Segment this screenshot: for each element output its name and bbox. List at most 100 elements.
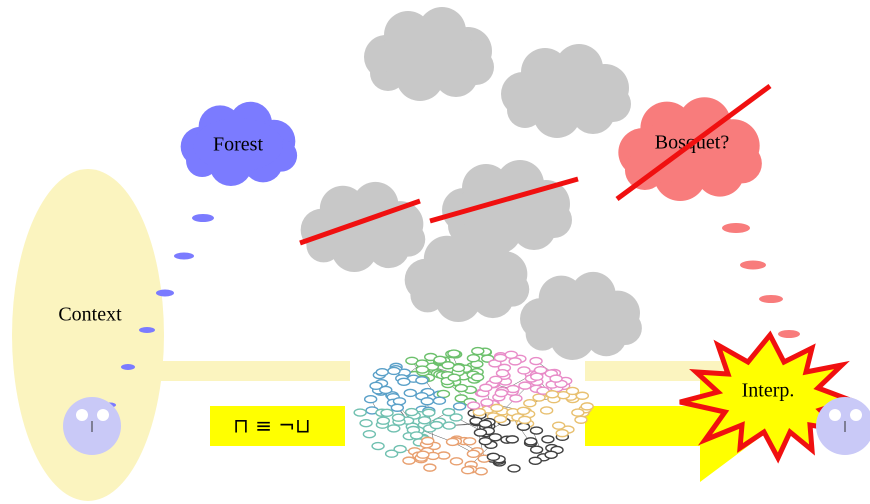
network-node: [441, 407, 456, 417]
network-node: [421, 436, 435, 446]
network-node: [505, 435, 519, 444]
network-node: [436, 389, 451, 399]
network-node: [518, 415, 532, 425]
formula: ⊓ ≡ ¬⊔: [233, 414, 310, 438]
context-label: Context: [58, 304, 122, 326]
network-node: [391, 413, 406, 422]
network-node: [433, 355, 447, 365]
network-node: [524, 437, 538, 446]
network-node: [473, 428, 488, 437]
network-node: [470, 373, 485, 382]
network-node: [544, 450, 558, 459]
network-node: [529, 426, 544, 435]
network-node: [403, 388, 417, 398]
face-right: [816, 397, 870, 455]
network-node: [359, 418, 373, 428]
network-node: [454, 383, 468, 393]
network-node: [466, 401, 481, 410]
network-node: [575, 391, 590, 400]
network-node: [445, 437, 460, 447]
network-node: [449, 457, 464, 466]
forest-label: Forest: [213, 134, 263, 156]
network-node: [387, 424, 401, 433]
network-node: [362, 429, 377, 439]
network-node: [393, 444, 407, 454]
network-node: [523, 399, 537, 408]
network-node: [495, 369, 510, 378]
network-node: [574, 415, 588, 424]
network-node: [417, 416, 432, 425]
network-node: [415, 365, 429, 374]
network-node: [516, 406, 531, 416]
network-node: [380, 408, 394, 418]
network-node: [404, 407, 419, 417]
network-node: [472, 407, 486, 417]
network-node: [565, 386, 580, 396]
network-node: [461, 465, 475, 475]
network-node: [420, 397, 434, 406]
network-node: [376, 416, 391, 425]
network-node: [549, 374, 563, 383]
network-node: [486, 452, 501, 462]
thought-bubbles: [722, 223, 800, 338]
network-node: [390, 403, 405, 412]
network-node: [397, 377, 411, 386]
network-node: [494, 388, 508, 398]
network-node: [416, 450, 430, 459]
network-node: [466, 353, 481, 363]
network-node: [415, 376, 429, 385]
interp-label: Interp.: [742, 380, 795, 402]
strike-lines: [299, 83, 772, 246]
network-node: [530, 372, 544, 381]
network-node: [466, 449, 481, 459]
formula-box: [210, 406, 345, 446]
network-node: [507, 464, 521, 473]
network-node: [480, 398, 494, 407]
network-node: [541, 435, 555, 444]
network-node: [490, 403, 504, 413]
network-node: [539, 406, 554, 415]
gray-clouds: [300, 7, 642, 360]
network-node: [571, 408, 585, 417]
network-node: [371, 441, 385, 451]
network-node: [422, 408, 436, 417]
network-node: [529, 445, 544, 454]
network-node: [363, 395, 378, 404]
network-node: [551, 421, 566, 430]
network-node: [447, 373, 461, 382]
network-node: [442, 421, 456, 430]
face-left: [63, 397, 121, 455]
context-ellipse: [12, 169, 164, 501]
network-node: [447, 349, 461, 358]
network-node: [353, 408, 367, 417]
network-node: [580, 402, 594, 411]
network-node: [479, 383, 493, 392]
network-node: [379, 385, 393, 395]
network-node: [387, 366, 401, 376]
network-node: [402, 456, 416, 465]
network-node: [532, 393, 546, 402]
explosion: [679, 330, 858, 464]
network-node: [545, 390, 560, 399]
network-node: [478, 436, 493, 446]
network-node: [384, 449, 399, 458]
network-node: [555, 428, 569, 438]
network-node: [493, 353, 508, 363]
network-node: [489, 375, 503, 384]
network-node: [488, 433, 502, 442]
network-node: [528, 456, 543, 465]
network-node: [516, 422, 531, 431]
network-node: [509, 394, 523, 403]
network-node: [369, 381, 383, 391]
network-node: [493, 414, 508, 424]
network-node: [452, 402, 467, 411]
network-node: [392, 397, 407, 406]
network-node: [449, 413, 463, 422]
network-node: [409, 431, 424, 440]
pale-band: [585, 361, 725, 381]
network-node: [478, 419, 493, 429]
network-node: [508, 357, 522, 366]
network-node: [471, 346, 485, 356]
network-node: [518, 381, 532, 390]
